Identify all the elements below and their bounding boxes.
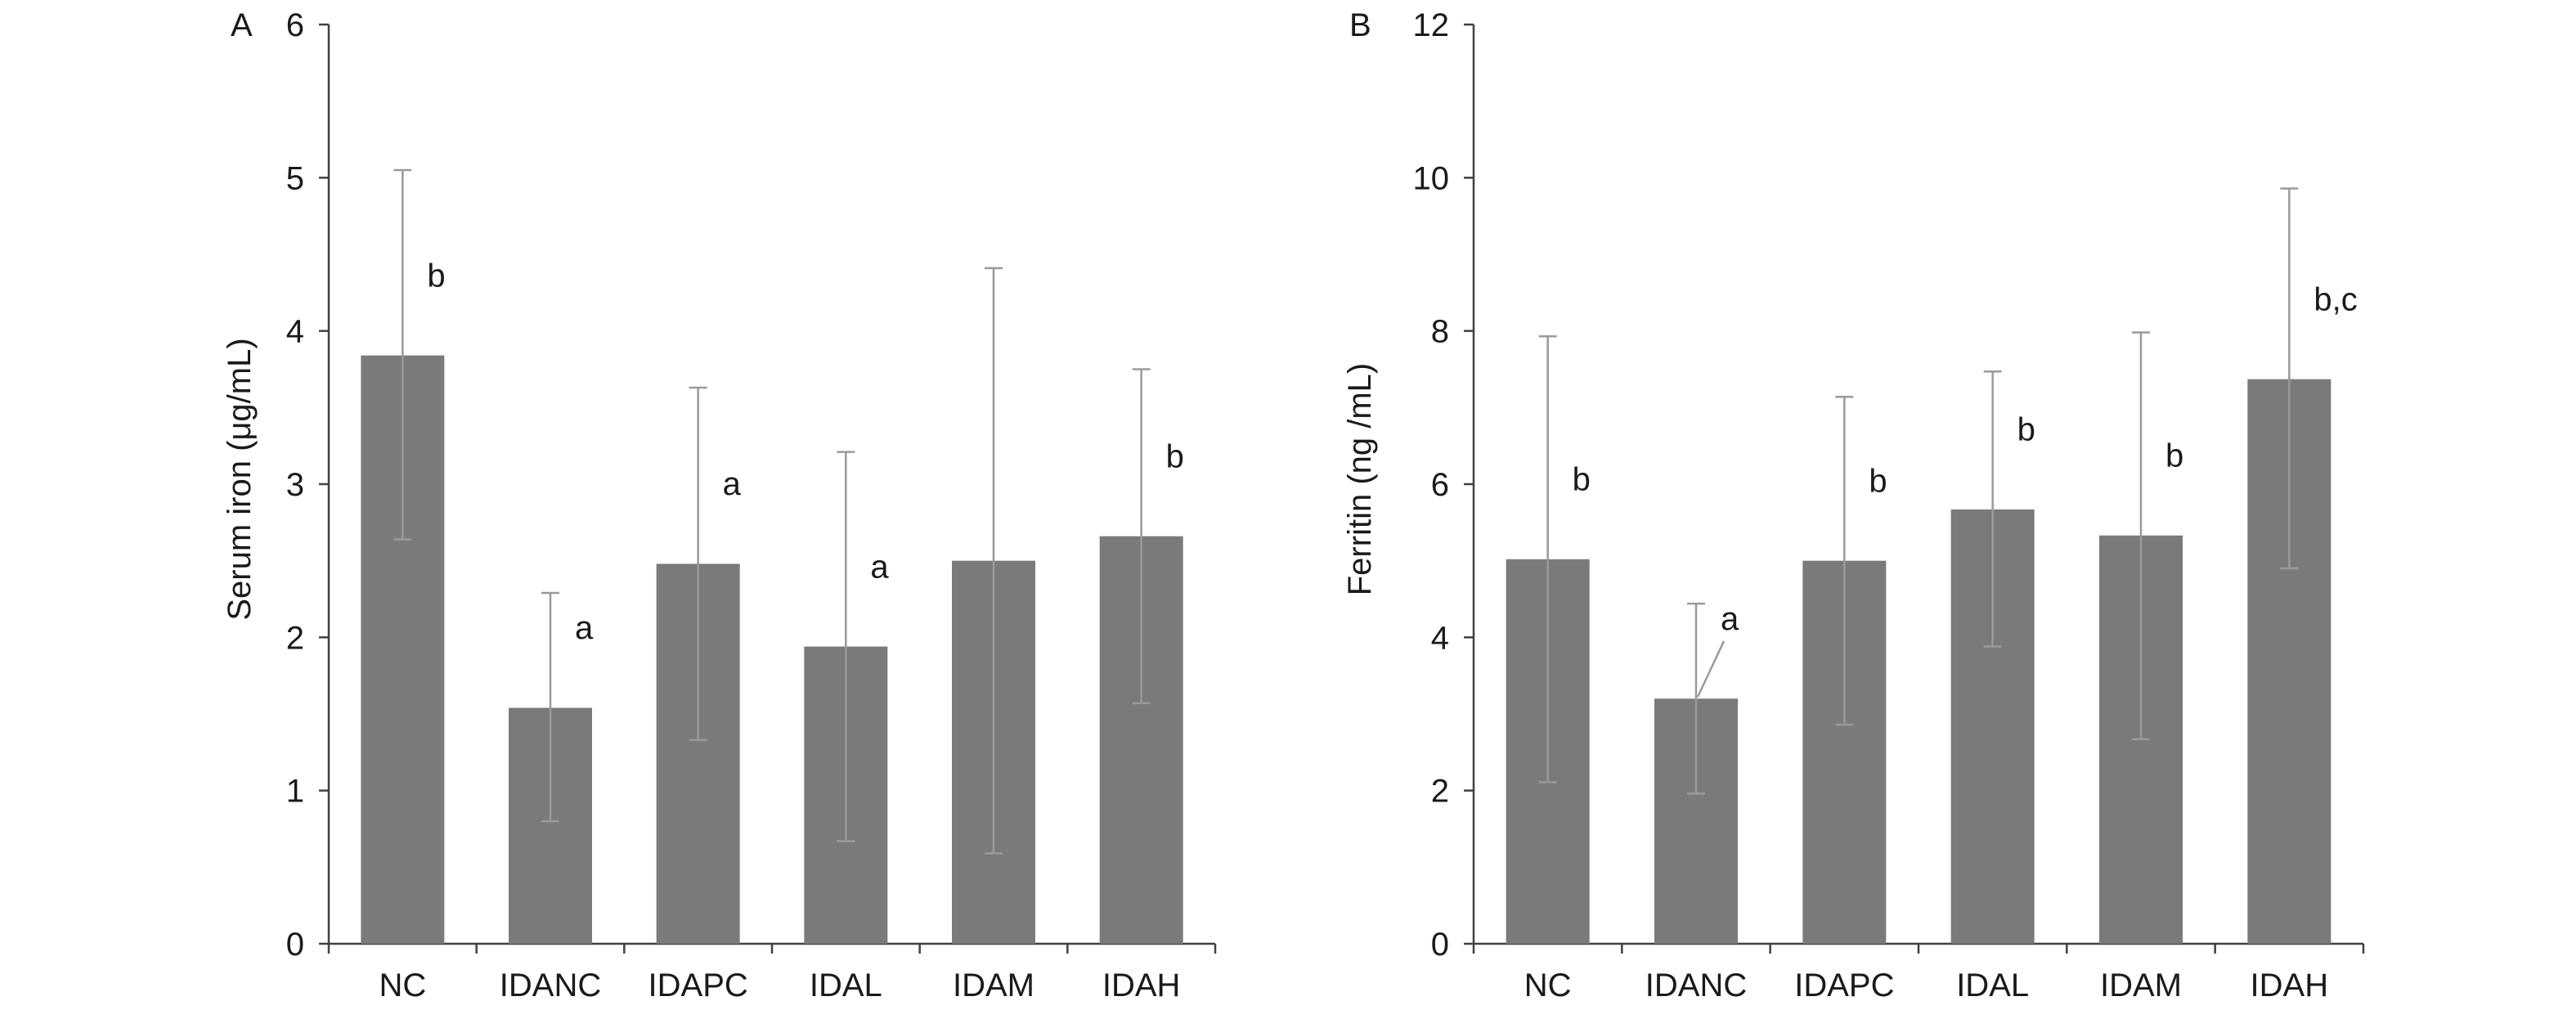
significance-label: b — [1573, 461, 1591, 497]
y-tick-label: 4 — [1431, 620, 1449, 656]
annotation-leader-line — [1696, 640, 1726, 698]
y-tick-label: 6 — [1431, 467, 1449, 503]
x-tick-label: IDANC — [1645, 967, 1747, 1003]
x-tick-label: IDAPC — [1794, 967, 1894, 1003]
significance-label: a — [1721, 601, 1739, 637]
panel-label-a: A — [231, 7, 253, 43]
chart-panel-a: A Serum iron (μg/mL) 0 1 2 3 4 5 6 NC b IDANC a IDA… — [222, 7, 1217, 1003]
x-tick-label: IDANC — [500, 967, 601, 1003]
x-tick-label: IDAL — [810, 967, 882, 1003]
chart-panel-b: B Ferritin (ng /mL) 0 2 4 6 8 10 12 NC b IDANC a ID… — [1342, 7, 2365, 1003]
significance-label: b,c — [2313, 281, 2357, 317]
x-tick-label: IDAH — [1102, 967, 1181, 1003]
y-tick-label: 0 — [286, 927, 304, 963]
x-tick-label: NC — [1524, 967, 1572, 1003]
significance-label: b — [1166, 438, 1184, 474]
y-tick-label: 2 — [286, 620, 304, 656]
panel-label-b: B — [1349, 7, 1371, 43]
y-tick-label: 8 — [1431, 314, 1449, 350]
significance-label: a — [870, 549, 889, 585]
y-tick-label: 0 — [1431, 927, 1449, 963]
significance-label: b — [2165, 438, 2183, 474]
y-axis-label-b: Ferritin (ng /mL) — [1342, 363, 1378, 596]
y-tick-label: 3 — [286, 467, 304, 503]
significance-label: b — [1869, 463, 1887, 499]
x-tick-label: NC — [379, 967, 426, 1003]
y-tick-label: 5 — [286, 160, 304, 196]
x-tick-label: IDAL — [1956, 967, 2029, 1003]
y-axis-label-a: Serum iron (μg/mL) — [222, 338, 258, 620]
y-tick-label: 12 — [1413, 7, 1450, 43]
significance-label: b — [427, 258, 445, 294]
significance-label: a — [575, 610, 594, 646]
x-tick-label: IDAPC — [648, 967, 748, 1003]
y-tick-label: 4 — [286, 314, 304, 350]
y-tick-label: 1 — [286, 774, 304, 810]
y-tick-label: 2 — [1431, 774, 1449, 810]
x-tick-label: IDAM — [953, 967, 1034, 1003]
x-tick-label: IDAH — [2251, 967, 2329, 1003]
y-tick-label: 10 — [1413, 160, 1450, 196]
x-tick-label: IDAM — [2100, 967, 2182, 1003]
chart-b-marks: 0 2 4 6 8 10 12 NC b IDANC a IDAPC b IDAL b IDAM b IDAH b,… — [1413, 7, 2365, 1003]
significance-label: b — [2017, 412, 2035, 448]
chart-a-marks: 0 1 2 3 4 5 6 NC b IDANC a IDAPC a IDAL a IDAM IDAH b — [286, 7, 1217, 1003]
significance-label: a — [723, 466, 742, 502]
y-tick-label: 6 — [286, 7, 304, 43]
